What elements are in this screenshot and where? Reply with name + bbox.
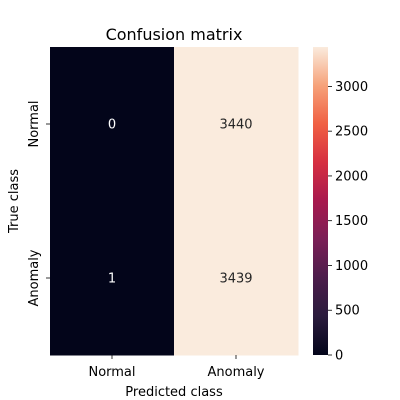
colorbar-tick-label: 0 <box>335 349 343 364</box>
heatmap-cell <box>50 201 175 356</box>
x-tick-label: Anomaly <box>207 365 264 380</box>
heatmap-cell <box>50 47 175 202</box>
cell-annotations: 0 3440 1 3439 <box>108 118 253 287</box>
colorbar-tick-label: 1000 <box>335 259 368 274</box>
cell-annotation: 3440 <box>219 118 252 133</box>
colorbar-ticks: 0 500 1000 1500 2000 2500 3000 <box>328 80 368 364</box>
heatmap-cells <box>50 47 299 356</box>
colorbar <box>313 47 328 355</box>
colorbar-tick-label: 2000 <box>335 169 368 184</box>
x-tick-label: Normal <box>88 365 135 380</box>
cell-annotation: 0 <box>108 118 116 133</box>
cell-annotation: 1 <box>108 272 116 287</box>
chart-title: Confusion matrix <box>106 25 243 44</box>
cell-annotation: 3439 <box>219 272 252 287</box>
colorbar-tick-label: 2500 <box>335 125 368 140</box>
y-axis-label: True class <box>7 169 22 234</box>
y-tick-label: Anomaly <box>27 249 42 306</box>
heatmap-cell <box>174 47 299 202</box>
y-axis-ticks: Normal Anomaly <box>27 100 50 307</box>
x-axis-label: Predicted class <box>125 385 223 400</box>
x-axis-ticks: Normal Anomaly <box>88 355 265 380</box>
colorbar-tick-label: 500 <box>335 304 360 319</box>
heatmap-cell <box>174 201 299 356</box>
y-tick-label: Normal <box>27 100 42 147</box>
colorbar-tick-label: 3000 <box>335 80 368 95</box>
colorbar-tick-label: 1500 <box>335 214 368 229</box>
